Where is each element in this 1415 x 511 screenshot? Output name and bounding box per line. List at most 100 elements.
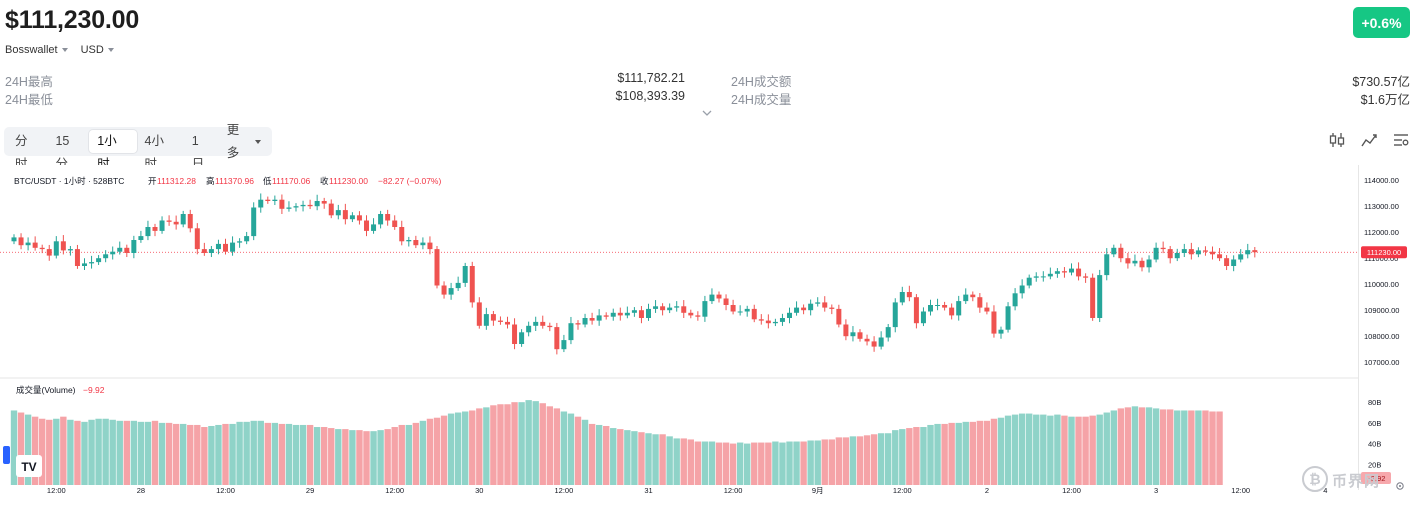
volume-bar xyxy=(920,427,927,485)
candle xyxy=(758,319,764,321)
volume-bar xyxy=(1061,415,1068,485)
candle xyxy=(737,311,743,313)
tab-15m[interactable]: 15分 xyxy=(55,134,70,171)
tab-time[interactable]: 分时 xyxy=(15,134,28,171)
candle xyxy=(307,204,313,207)
volume-bar xyxy=(1159,409,1167,485)
candle xyxy=(1069,268,1074,273)
candle xyxy=(596,315,602,321)
candle xyxy=(702,301,708,317)
time-axis-label: 2 xyxy=(985,486,989,495)
candle xyxy=(984,307,990,312)
expand-stats-chevron-icon[interactable] xyxy=(702,108,712,118)
volume-bar xyxy=(532,401,539,485)
volume-bar xyxy=(821,439,828,485)
volume-bar xyxy=(694,441,702,485)
stat-label: 24H最低 xyxy=(5,93,53,107)
tab-1h[interactable]: 1小时 xyxy=(89,130,137,171)
candle xyxy=(237,241,243,243)
price-chart[interactable]: 114000.00 113000.00 112000.00 111000.00 1100… xyxy=(0,165,1415,495)
volume-bar xyxy=(708,441,716,485)
candle xyxy=(998,329,1004,334)
candle xyxy=(1217,254,1223,259)
volume-bar xyxy=(786,441,793,485)
volume-bar xyxy=(46,419,53,485)
candle xyxy=(469,266,475,303)
candle xyxy=(1047,273,1053,277)
candle xyxy=(949,307,955,316)
tab-more[interactable]: 更多 xyxy=(219,123,269,160)
candle xyxy=(603,315,609,317)
volume-bar xyxy=(187,424,194,485)
candle xyxy=(942,305,948,308)
volume-bar xyxy=(31,416,39,485)
side-panel-toggle[interactable] xyxy=(3,446,10,464)
candle xyxy=(1238,254,1244,260)
candle xyxy=(744,308,750,312)
stat-label: 24H最高 xyxy=(5,75,53,89)
candle xyxy=(829,307,835,309)
volume-bar xyxy=(215,424,222,485)
candle xyxy=(540,321,546,326)
volume-bar xyxy=(546,406,553,485)
candle xyxy=(497,320,503,322)
volume-bar xyxy=(292,424,300,485)
legend-change: −82.27 (−0.07%) xyxy=(378,176,441,186)
volume-bar xyxy=(469,410,476,485)
tab-4h[interactable]: 4小时 xyxy=(144,134,164,171)
candle xyxy=(878,337,884,347)
wallet-dropdown[interactable]: Bosswallet xyxy=(5,44,68,56)
candle xyxy=(399,227,405,242)
volume-bar xyxy=(969,421,976,485)
volume-bar xyxy=(856,436,864,485)
candle xyxy=(561,340,567,350)
volume-bar xyxy=(504,404,511,485)
volume-bar xyxy=(356,430,363,485)
candle xyxy=(448,288,454,295)
volume-bar xyxy=(1138,407,1146,485)
candle xyxy=(582,318,588,325)
candle xyxy=(462,266,468,283)
candlestick-icon[interactable] xyxy=(1328,131,1346,149)
volume-bar xyxy=(751,442,758,485)
candle xyxy=(124,247,130,253)
volume-bar xyxy=(885,433,892,485)
volume-bar xyxy=(165,422,173,485)
volume-current-tag: −9.92 xyxy=(1361,472,1391,484)
time-axis-label: 28 xyxy=(137,486,145,495)
indicator-settings-icon[interactable] xyxy=(1392,131,1410,149)
candle xyxy=(173,221,179,225)
candle xyxy=(420,242,426,246)
chart-toolbar xyxy=(1328,131,1410,149)
currency-dropdown-label: USD xyxy=(80,44,104,56)
volume-bar xyxy=(137,421,145,485)
candle xyxy=(1224,258,1230,266)
volume-bar xyxy=(610,428,617,485)
currency-dropdown[interactable]: USD xyxy=(81,44,114,56)
tab-1d[interactable]: 1日 xyxy=(191,134,205,171)
settings-gear-icon[interactable] xyxy=(1396,482,1404,490)
legend-open: 111312.28 xyxy=(157,176,196,186)
volume-bar xyxy=(328,428,335,485)
candle xyxy=(1019,285,1025,294)
candle xyxy=(779,318,785,322)
candle xyxy=(723,298,729,305)
candle xyxy=(899,292,905,303)
candle xyxy=(251,207,257,237)
volume-bar xyxy=(363,431,370,485)
candle xyxy=(674,306,680,308)
volume-bar xyxy=(588,423,596,485)
volume-bar xyxy=(53,418,60,485)
volume-bar xyxy=(715,442,723,485)
line-chart-icon[interactable] xyxy=(1360,131,1378,149)
volume-bar xyxy=(624,430,631,485)
candle xyxy=(505,321,510,325)
time-axis-label: 3 xyxy=(1154,486,1158,495)
candle xyxy=(18,237,24,246)
volume-bar xyxy=(1004,415,1012,485)
stat-label: 24H成交额 xyxy=(731,75,792,89)
volume-bar xyxy=(560,411,568,485)
volume-bar xyxy=(687,439,694,485)
volume-bar xyxy=(814,440,821,485)
candle xyxy=(434,249,440,286)
